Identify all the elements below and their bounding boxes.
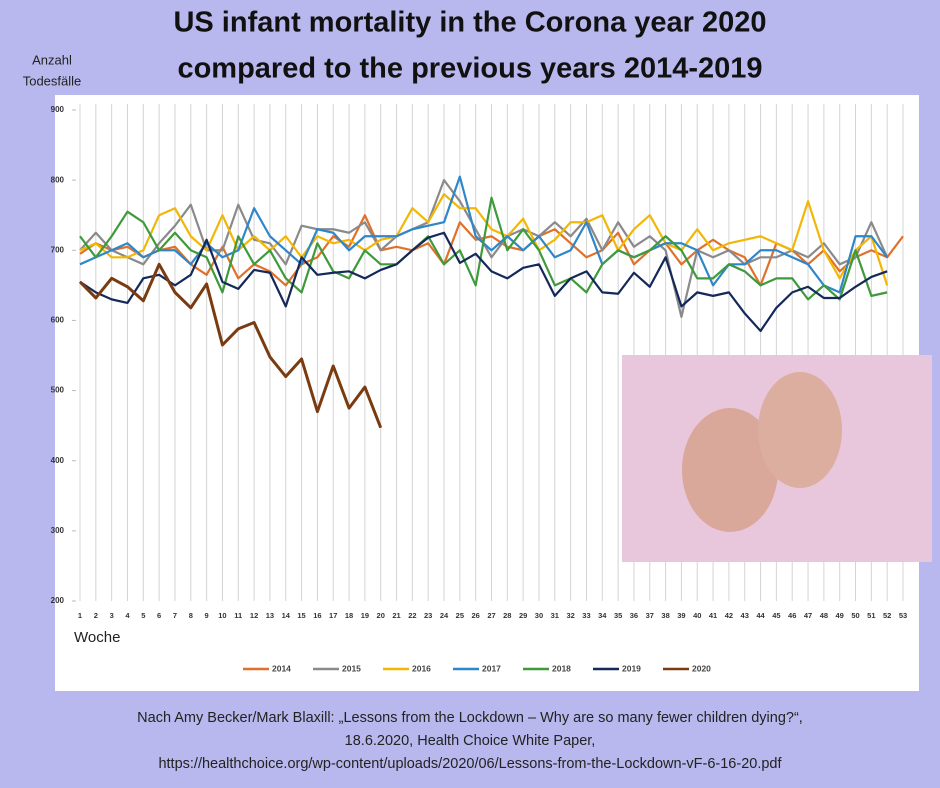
title-line: compared to the previous years 2014-2019 xyxy=(177,53,762,85)
source-line: 18.6.2020, Health Choice White Paper, xyxy=(345,733,596,749)
series-line xyxy=(78,262,383,429)
series-line xyxy=(79,214,904,287)
x-axis-label: Woche xyxy=(74,629,120,646)
x-tick-label: 21 xyxy=(392,611,400,620)
series-line xyxy=(79,196,888,301)
x-tick-label: 52 xyxy=(883,611,891,620)
y-tick-label: 900 xyxy=(51,105,65,114)
x-tick-label: 35 xyxy=(614,611,622,620)
x-tick-label: 24 xyxy=(440,611,449,620)
x-tick-label: 48 xyxy=(820,611,828,620)
x-tick-label: 7 xyxy=(173,611,177,620)
source-line: https://healthchoice.org/wp-content/uplo… xyxy=(158,756,782,772)
y-tick-label: 300 xyxy=(51,526,65,535)
x-tick-label: 42 xyxy=(725,611,733,620)
photo-foot xyxy=(758,372,842,488)
x-tick-label: 18 xyxy=(345,611,353,620)
x-tick-label: 40 xyxy=(693,611,701,620)
x-tick-label: 11 xyxy=(234,611,242,620)
x-tick-label: 25 xyxy=(456,611,464,620)
legend-label: 2020 xyxy=(692,663,711,673)
x-tick-label: 22 xyxy=(408,611,416,620)
y-tick-label: 500 xyxy=(51,386,65,395)
x-tick-label: 5 xyxy=(141,611,145,620)
y-tick-label: 600 xyxy=(51,316,65,325)
x-tick-label: 44 xyxy=(756,611,765,620)
source-line: Nach Amy Becker/Mark Blaxill: „Lessons f… xyxy=(137,710,803,726)
x-tick-label: 9 xyxy=(205,611,209,620)
x-tick-label: 34 xyxy=(598,611,607,620)
x-tick-label: 41 xyxy=(709,611,717,620)
legend-label: 2015 xyxy=(342,663,361,673)
y-axis-label: Todesfälle xyxy=(23,73,82,88)
x-tick-label: 17 xyxy=(329,611,337,620)
x-tick-label: 31 xyxy=(551,611,559,620)
photo-foot xyxy=(682,408,778,532)
x-tick-label: 28 xyxy=(503,611,511,620)
x-tick-label: 49 xyxy=(836,611,844,620)
series-line xyxy=(79,193,889,286)
x-tick-label: 6 xyxy=(157,611,161,620)
title-line: US infant mortality in the Corona year 2… xyxy=(173,7,766,39)
x-tick-label: 2 xyxy=(94,611,98,620)
y-tick-label: 700 xyxy=(51,245,65,254)
x-tick-label: 27 xyxy=(487,611,495,620)
legend-label: 2019 xyxy=(622,663,641,673)
x-tick-label: 39 xyxy=(677,611,685,620)
x-tick-label: 20 xyxy=(377,611,385,620)
legend-label: 2018 xyxy=(552,663,571,673)
x-tick-label: 46 xyxy=(788,611,796,620)
y-tick-label: 400 xyxy=(51,456,65,465)
x-tick-label: 29 xyxy=(519,611,527,620)
x-tick-label: 4 xyxy=(125,611,130,620)
x-tick-label: 3 xyxy=(110,611,114,620)
x-tick-label: 43 xyxy=(741,611,749,620)
x-tick-label: 23 xyxy=(424,611,432,620)
x-tick-label: 51 xyxy=(867,611,875,620)
legend-label: 2016 xyxy=(412,663,431,673)
x-tick-label: 16 xyxy=(313,611,321,620)
x-tick-label: 38 xyxy=(661,611,669,620)
x-tick-label: 32 xyxy=(566,611,574,620)
x-tick-label: 19 xyxy=(361,611,369,620)
y-axis-label: Anzahl xyxy=(32,52,72,67)
x-tick-label: 47 xyxy=(804,611,812,620)
x-tick-label: 37 xyxy=(646,611,654,620)
legend-label: 2014 xyxy=(272,663,291,673)
y-tick-label: 800 xyxy=(51,175,65,184)
x-tick-label: 1 xyxy=(78,611,82,620)
x-tick-label: 15 xyxy=(297,611,305,620)
x-tick-label: 33 xyxy=(582,611,590,620)
y-tick-label: 200 xyxy=(51,596,65,605)
x-tick-label: 36 xyxy=(630,611,638,620)
x-tick-label: 30 xyxy=(535,611,543,620)
x-tick-label: 53 xyxy=(899,611,907,620)
x-tick-label: 12 xyxy=(250,611,258,620)
x-tick-label: 8 xyxy=(189,611,193,620)
legend-label: 2017 xyxy=(482,663,501,673)
x-tick-label: 14 xyxy=(282,611,291,620)
x-tick-label: 13 xyxy=(266,611,274,620)
series-line xyxy=(79,231,888,333)
x-tick-label: 26 xyxy=(472,611,480,620)
x-tick-label: 50 xyxy=(851,611,859,620)
x-tick-label: 10 xyxy=(218,611,226,620)
x-tick-label: 45 xyxy=(772,611,780,620)
